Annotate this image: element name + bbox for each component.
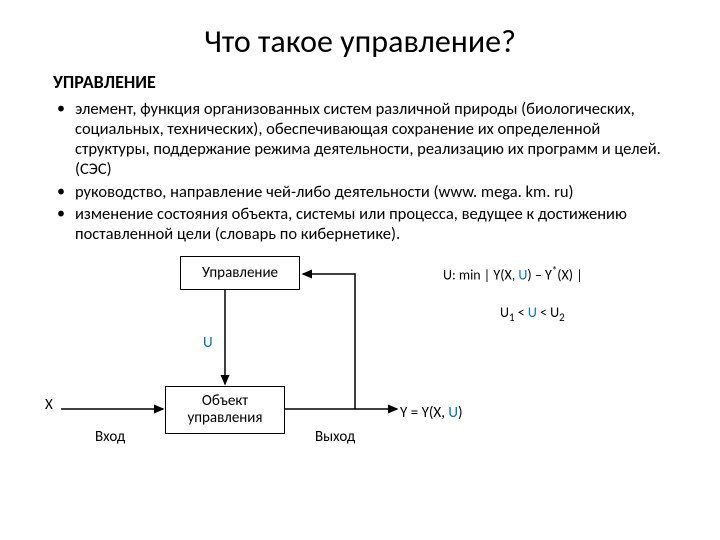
- x-label: X: [45, 396, 53, 414]
- object-box: Объект управления: [165, 386, 285, 434]
- control-diagram: Управление Объект управления U X Вход Вы…: [45, 256, 675, 446]
- constraint-formula: U1 < U < U2: [500, 304, 565, 324]
- u-label: U: [203, 334, 213, 352]
- objective-formula: U: min | Y(X, U) – Y*(X) |: [443, 264, 583, 284]
- bullet-item: элемент, функция организованных систем р…: [53, 99, 675, 180]
- arrows-overlay: [45, 256, 675, 446]
- page-title: Что такое управление?: [45, 22, 675, 61]
- bullet-item: руководство, направление чей-либо деятел…: [53, 182, 675, 202]
- control-box: Управление: [180, 256, 300, 290]
- section-heading: УПРАВЛЕНИЕ: [53, 71, 675, 93]
- output-label: Выход: [315, 428, 355, 446]
- bullet-list: элемент, функция организованных систем р…: [53, 99, 675, 244]
- y-equation: Y = Y(X, U): [400, 404, 463, 422]
- bullet-item: изменение состояния объекта, системы или…: [53, 204, 675, 244]
- input-label: Вход: [95, 428, 125, 446]
